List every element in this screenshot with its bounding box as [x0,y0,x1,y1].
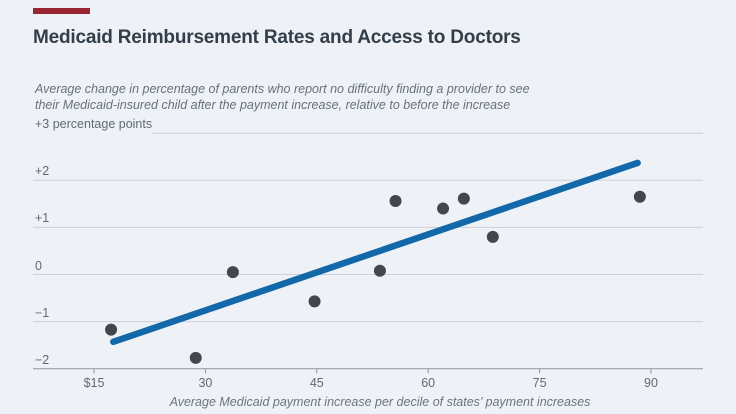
x-tick-label: 90 [644,376,658,390]
x-tick-label: $15 [83,376,105,390]
data-point [373,264,386,277]
chart-title: Medicaid Reimbursement Rates and Access … [33,27,521,48]
y-tick-label: +3 percentage points [35,117,153,132]
accent-bar [33,8,90,14]
y-tick-label: −2 [35,352,50,367]
chart-subtitle-line1: Average change in percentage of parents … [35,82,530,96]
data-point [389,195,402,208]
x-tick-label: 30 [198,376,213,390]
data-point [633,190,646,203]
chart-subtitle: Average change in percentage of parents … [35,82,535,113]
x-axis-caption: Average Medicaid payment increase per de… [169,395,591,409]
y-tick-label: 0 [35,258,42,273]
data-point [486,230,499,243]
x-tick-label: 45 [309,376,324,390]
data-point [189,351,202,364]
data-point [308,295,321,308]
data-point [105,323,118,336]
x-tick-label: 75 [532,376,547,390]
chart-subtitle-line2: their Medicaid-insured child after the p… [35,97,511,112]
data-point [457,192,470,205]
y-tick-label: +2 [35,164,50,179]
y-tick-label: +1 [35,211,50,226]
data-point [437,202,450,215]
data-point [226,266,239,279]
trend-line [110,159,641,346]
x-tick-label: 60 [421,376,436,390]
y-tick-label: −1 [35,305,50,320]
